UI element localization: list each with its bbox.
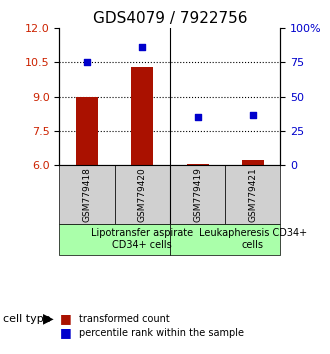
Text: ■: ■: [59, 326, 71, 339]
Text: Leukapheresis CD34+
cells: Leukapheresis CD34+ cells: [199, 228, 307, 250]
FancyBboxPatch shape: [170, 224, 280, 255]
Text: GSM779419: GSM779419: [193, 167, 202, 222]
FancyBboxPatch shape: [170, 165, 225, 224]
Text: GSM779418: GSM779418: [82, 167, 91, 222]
Bar: [186, 164, 209, 165]
Point: [250, 112, 255, 118]
FancyBboxPatch shape: [59, 224, 170, 255]
Point: [195, 114, 200, 120]
Bar: [76, 97, 98, 165]
Text: GSM779421: GSM779421: [248, 167, 257, 222]
Bar: [131, 67, 153, 165]
FancyBboxPatch shape: [59, 165, 115, 224]
FancyBboxPatch shape: [115, 165, 170, 224]
Text: ■: ■: [59, 312, 71, 325]
Point: [140, 44, 145, 49]
Text: percentile rank within the sample: percentile rank within the sample: [79, 328, 244, 338]
FancyBboxPatch shape: [225, 165, 280, 224]
Text: GSM779420: GSM779420: [138, 167, 147, 222]
Title: GDS4079 / 7922756: GDS4079 / 7922756: [93, 11, 247, 26]
Text: cell type: cell type: [3, 314, 51, 324]
Text: transformed count: transformed count: [79, 314, 170, 324]
Text: ▶: ▶: [43, 312, 53, 326]
Bar: [242, 160, 264, 165]
Point: [84, 60, 90, 65]
Text: Lipotransfer aspirate
CD34+ cells: Lipotransfer aspirate CD34+ cells: [91, 228, 193, 250]
